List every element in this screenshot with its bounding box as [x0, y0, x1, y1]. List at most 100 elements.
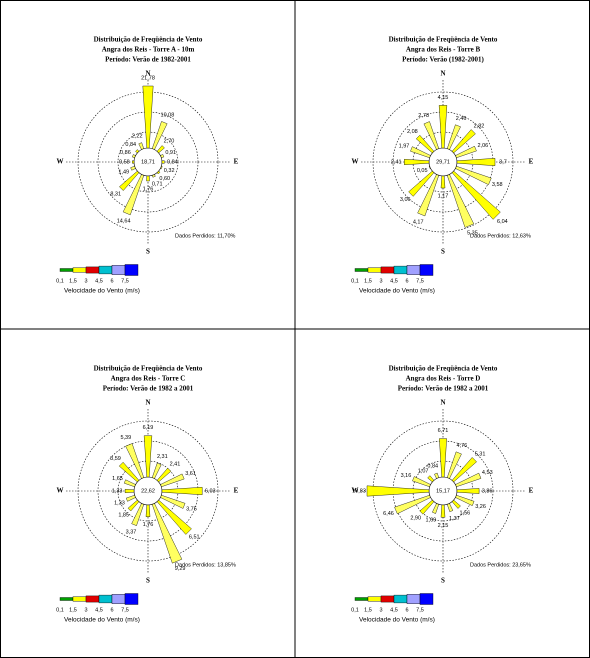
legend-title: Velocidade do Vento (m/s) [359, 617, 435, 624]
legend-label: 1,5 [69, 278, 77, 284]
legend-label: 0,1 [351, 607, 359, 613]
legend-title: Velocidade do Vento (m/s) [64, 617, 140, 624]
direction-label: 5,31 [475, 451, 486, 457]
legend-label: 4,5 [95, 278, 103, 284]
compass-label: W [352, 487, 359, 495]
chart-title: Distribuição de Freqüência de Vento [389, 365, 498, 373]
direction-label: 5,35 [467, 231, 478, 237]
direction-label: 2,15 [438, 523, 449, 529]
direction-bar [440, 504, 446, 518]
direction-bar [428, 165, 431, 169]
direction-bar [456, 158, 496, 166]
direction-label: 6,46 [383, 511, 394, 517]
chart-title: Distribuição de Freqüência de Vento [389, 36, 498, 44]
direction-bar [151, 121, 168, 150]
direction-label: 1,76 [143, 522, 154, 528]
legend-swatch [393, 594, 408, 604]
legend-label: 1,5 [364, 607, 372, 613]
calm-value: 15,17 [436, 488, 450, 494]
direction-label: 0,86 [120, 150, 131, 156]
legend-title: Velocidade do Vento (m/s) [359, 288, 435, 295]
compass-label: S [441, 248, 445, 256]
compass-label: N [440, 399, 445, 407]
direction-bar [160, 473, 185, 488]
direction-bar [417, 174, 440, 217]
chart-subtitle: Angra dos Reis - Torre B [406, 46, 481, 54]
legend-label: 7,5 [416, 607, 424, 613]
legend-swatch [85, 595, 100, 603]
direction-bar [415, 134, 435, 154]
direction-label: 1,69 [426, 518, 437, 524]
legend-label: 1,5 [364, 278, 372, 284]
direction-label: 0,71 [152, 182, 163, 188]
direction-bar [432, 503, 440, 514]
direction-bar [156, 170, 161, 175]
legend-swatch [380, 595, 395, 603]
direction-bar [138, 142, 145, 150]
direction-label: 3,75 [186, 506, 197, 512]
direction-label: 4,17 [413, 219, 424, 225]
direction-label: 0,91 [165, 150, 176, 156]
direction-bar [122, 174, 145, 216]
missing-data-note: Dados Perdidos: 12,63% [470, 233, 531, 239]
direction-bar [455, 165, 492, 185]
direction-label: 4,53 [482, 470, 493, 476]
direction-label: 2,31 [157, 454, 168, 460]
direction-label: 6,04 [497, 219, 508, 225]
legend-label: 4,5 [390, 607, 398, 613]
direction-label: 2,78 [418, 113, 429, 119]
legend-swatch [72, 267, 87, 273]
legend-label: 1,5 [69, 607, 77, 613]
direction-label: 2,46 [456, 116, 467, 122]
chart-period: Período: Verão de 1982 a 2001 [398, 385, 489, 393]
direction-bar [408, 170, 435, 197]
legend-label: 6 [405, 278, 408, 284]
legend-swatch [419, 593, 434, 605]
direction-label: 8,31 [110, 192, 121, 198]
direction-bar [434, 472, 440, 479]
chart-subtitle: Angra dos Reis - Torre D [406, 375, 481, 383]
direction-bar [124, 488, 135, 494]
direction-label: 2,06 [478, 143, 489, 149]
direction-label: 1,76 [143, 186, 154, 192]
direction-bar [160, 494, 186, 509]
direction-label: 9,29 [175, 566, 186, 572]
direction-bar [446, 124, 461, 150]
direction-label: 14,64 [117, 218, 131, 224]
direction-label: 3,59 [110, 456, 121, 462]
direction-bar [135, 149, 140, 154]
missing-data-note: Dados Perdidos: 11,70% [175, 233, 236, 239]
compass-label: S [146, 577, 150, 585]
legend-swatch [98, 594, 113, 604]
legend-swatch [111, 594, 126, 604]
direction-bar [143, 435, 153, 478]
calm-value: 22,62 [141, 488, 155, 494]
direction-label: 3,7 [499, 159, 507, 165]
direction-bar [132, 160, 135, 164]
direction-bar [130, 165, 136, 171]
direction-bar [151, 174, 156, 178]
legend-label: 7,5 [416, 278, 424, 284]
direction-bar [419, 499, 435, 515]
direction-label: 3,26 [475, 504, 486, 510]
direction-label: 5,39 [120, 435, 131, 441]
legend-label: 4,5 [390, 278, 398, 284]
legend-title: Velocidade do Vento (m/s) [64, 288, 140, 295]
direction-bar [161, 486, 203, 496]
direction-bar [132, 154, 136, 159]
chart-title: Distribuição de Freqüência de Vento [94, 36, 203, 44]
legend-label: 7,5 [121, 607, 129, 613]
direction-label: 0,60 [159, 176, 170, 182]
direction-bar [394, 494, 431, 515]
direction-bar [412, 476, 431, 488]
direction-bar [156, 145, 165, 154]
direction-label: 0,32 [164, 168, 175, 174]
direction-bar [440, 175, 446, 189]
direction-bar [456, 488, 480, 494]
legend-label: 3 [379, 607, 382, 613]
direction-bar [455, 145, 477, 159]
missing-data-note: Dados Perdidos: 23,65% [470, 562, 531, 568]
legend-swatch [98, 265, 113, 275]
direction-label: 1,97 [399, 143, 410, 149]
direction-label: 1,37 [449, 516, 460, 522]
